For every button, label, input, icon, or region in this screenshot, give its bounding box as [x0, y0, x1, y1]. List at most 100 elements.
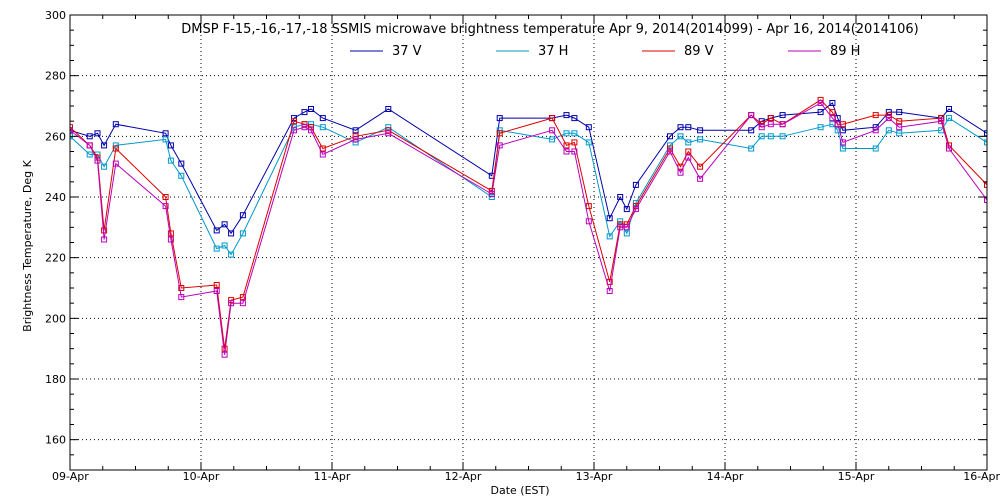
data-point-marker [86, 151, 93, 158]
data-point-marker [623, 206, 630, 213]
data-point-marker [563, 130, 570, 137]
axis-ticks: 160 180 200 220 240 260 280 300 09-Apr 10-Apr 11-A… [45, 9, 1000, 483]
data-point-marker [239, 294, 246, 301]
legend-label: 37 V [392, 44, 422, 59]
data-point-marker [585, 124, 592, 131]
data-point-marker [872, 112, 879, 119]
data-point-marker [228, 297, 235, 304]
data-point-marker [685, 148, 692, 155]
data-point-marker [779, 121, 786, 128]
data-point-marker [549, 127, 556, 134]
data-point-marker [697, 127, 704, 134]
data-point-marker [178, 285, 185, 291]
chart-title: DMSP F-15,-16,-17,-18 SSMIS microwave br… [181, 22, 919, 37]
data-point-marker [352, 127, 359, 134]
data-point-marker [213, 288, 220, 294]
y-tick-label: 160 [45, 434, 66, 447]
data-point-marker [162, 194, 169, 200]
data-point-marker [167, 142, 174, 149]
data-point-marker [885, 115, 892, 122]
data-point-marker [101, 142, 108, 149]
data-point-marker [291, 118, 297, 125]
x-tick-label: 15-Apr [838, 470, 875, 483]
data-point-marker [162, 136, 169, 143]
y-axis-label: Brightness Temperature, Deg K [21, 159, 34, 331]
data-point-marker [228, 230, 235, 237]
data-point-marker [677, 124, 684, 131]
data-point-marker [677, 133, 684, 140]
data-point-marker [101, 163, 108, 170]
data-point-marker [839, 139, 846, 146]
data-point-marker [221, 221, 228, 228]
data-point-marker [697, 136, 704, 143]
data-point-marker [488, 191, 495, 197]
data-point-marker [167, 236, 174, 243]
data-point-marker [685, 139, 692, 146]
legend-label: 89 V [684, 44, 714, 59]
data-point-marker [86, 133, 93, 140]
data-point-marker [946, 115, 952, 122]
x-tick-label: 10-Apr [183, 470, 220, 483]
data-point-marker [839, 145, 846, 152]
data-point-marker [308, 127, 314, 134]
data-point-marker [767, 121, 774, 128]
data-point-marker [817, 96, 824, 103]
data-point-marker [938, 118, 945, 125]
data-point-marker [86, 142, 93, 149]
data-point-marker [896, 130, 903, 137]
data-point-marker [112, 145, 119, 152]
data-point-marker [319, 124, 326, 131]
data-point-marker [496, 130, 503, 137]
data-point-marker [817, 109, 824, 116]
data-point-marker [938, 115, 945, 122]
y-tick-label: 280 [45, 70, 66, 83]
data-point-marker [984, 130, 987, 137]
data-point-marker [301, 124, 308, 131]
x-tick-label: 14-Apr [707, 470, 744, 483]
x-axis-label: Date (EST) [490, 484, 549, 497]
data-point-marker [585, 139, 592, 146]
data-point-marker [496, 142, 503, 149]
data-point-marker [221, 351, 228, 358]
data-point-marker [563, 142, 570, 149]
data-point-marker [167, 157, 174, 164]
data-point-marker [748, 127, 755, 134]
data-point-marker [779, 112, 786, 119]
data-point-marker [213, 245, 220, 252]
data-point-marker [585, 203, 592, 210]
data-point-marker [94, 130, 101, 137]
data-point-marker [834, 121, 841, 128]
data-point-marker [563, 148, 570, 155]
data-point-marker [685, 124, 692, 131]
data-point-marker [308, 106, 314, 112]
data-point-marker [291, 115, 297, 122]
data-point-marker [834, 127, 841, 134]
data-point-marker [748, 145, 755, 152]
y-tick-label: 300 [45, 9, 66, 22]
data-point-marker [623, 230, 630, 237]
data-point-marker [319, 115, 326, 122]
data-point-marker [829, 100, 836, 106]
data-point-marker [758, 133, 765, 140]
data-point-marker [101, 236, 108, 243]
data-point-marker [213, 282, 220, 288]
data-point-marker [606, 233, 613, 240]
data-point-marker [667, 133, 673, 140]
data-point-marker [385, 106, 392, 112]
data-point-marker [585, 218, 592, 225]
data-point-marker [178, 160, 185, 167]
y-tick-label: 180 [45, 373, 66, 386]
data-point-marker [632, 181, 639, 188]
data-point-marker [291, 127, 297, 134]
data-point-marker [984, 139, 987, 146]
data-point-marker [228, 251, 235, 258]
series-line [70, 102, 987, 355]
y-tick-label: 220 [45, 252, 66, 265]
x-tick-label: 11-Apr [314, 470, 351, 483]
data-point-marker [779, 133, 786, 140]
legend: 37 V 37 H 89 V 89 H [350, 44, 860, 59]
data-point-marker [228, 300, 235, 307]
data-point-marker [758, 124, 765, 131]
